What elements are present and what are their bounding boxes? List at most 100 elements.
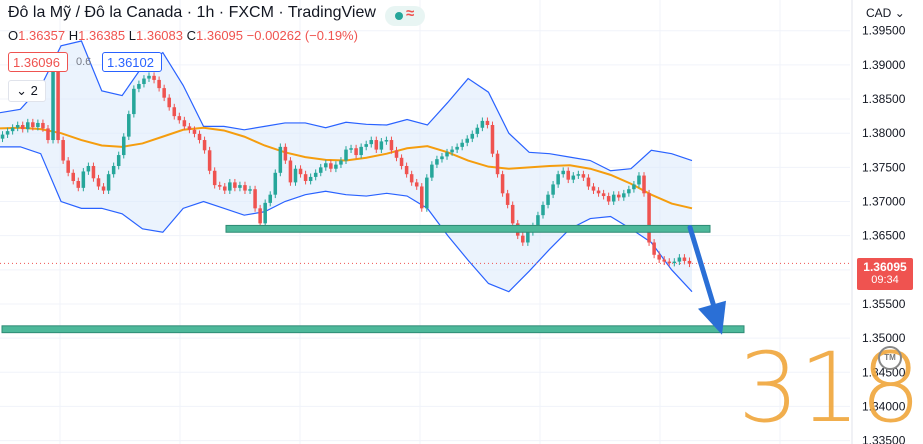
candle-body	[374, 140, 379, 150]
candle-body	[606, 196, 611, 202]
market-status-badge[interactable]: ≈	[385, 5, 425, 26]
candle-body	[127, 114, 131, 137]
close-value: 1.36095	[196, 28, 244, 43]
candle-body	[233, 182, 237, 188]
separator: ·	[186, 4, 193, 21]
candle-body	[76, 181, 81, 188]
candle-body	[445, 152, 449, 157]
candle-body	[142, 78, 146, 85]
candle-body	[324, 163, 328, 168]
open-value: 1.36357	[18, 28, 66, 43]
candle-body	[157, 79, 161, 89]
candle-body	[26, 122, 30, 130]
price-tick-label: 1.39000	[862, 58, 906, 72]
candle-body	[116, 155, 121, 166]
forecast-arrow-shaft	[687, 224, 717, 310]
chevron-down-icon: ⌄	[894, 6, 905, 20]
candle-body	[318, 167, 323, 173]
candle-body	[111, 165, 116, 175]
indicators-toggle[interactable]: ⌄ 2	[8, 80, 46, 102]
candle-body	[450, 149, 454, 153]
candle-body	[561, 170, 565, 175]
forecast-arrow-icon	[698, 300, 726, 335]
candle-body	[132, 88, 136, 115]
candle-body	[591, 186, 596, 191]
candle-body	[485, 120, 490, 126]
candle-body	[101, 186, 106, 191]
candle-body	[288, 160, 293, 183]
candle-body	[394, 150, 399, 158]
price-tick-label: 1.35000	[862, 331, 906, 345]
candle-body	[223, 186, 227, 191]
candle-body	[212, 170, 217, 186]
candle-body	[187, 126, 192, 130]
candle-body	[657, 254, 661, 260]
candle-body	[379, 141, 384, 150]
candle-body	[652, 242, 656, 255]
candle-body	[86, 165, 91, 172]
candle-body	[303, 174, 308, 182]
candle-body	[71, 172, 76, 182]
candle-body	[419, 186, 424, 209]
candle-body	[637, 175, 641, 185]
candle-body	[455, 146, 459, 150]
candle-body	[500, 174, 505, 194]
candle-body	[551, 184, 555, 195]
candle-body	[687, 260, 692, 264]
buy-button[interactable]: 1.36102	[102, 52, 162, 72]
candle-body	[596, 190, 601, 194]
candle-body	[521, 235, 525, 243]
candle-body	[298, 168, 303, 175]
candle-body	[667, 261, 672, 264]
candle-body	[662, 259, 666, 262]
candle-body	[329, 163, 333, 169]
candle-body	[334, 164, 338, 169]
sell-button[interactable]: 1.36096	[8, 52, 68, 72]
low-value: 1.36083	[136, 28, 183, 43]
candle-body	[0, 134, 5, 139]
price-tick-label: 1.38000	[862, 126, 906, 140]
bar-countdown: 09:34	[871, 274, 899, 286]
candle-body	[475, 127, 480, 134]
candle-body	[556, 174, 560, 185]
last-price-tag: 1.36095 09:34	[857, 258, 913, 290]
candle-body	[465, 138, 469, 143]
candle-body	[273, 172, 278, 195]
candle-body	[576, 174, 581, 176]
candle-body	[389, 140, 394, 151]
candle-body	[349, 148, 353, 150]
candle-body	[632, 184, 636, 190]
candle-body	[495, 153, 500, 175]
candle-body	[15, 125, 20, 128]
candle-body	[217, 185, 222, 187]
interval-label[interactable]: 1h	[196, 4, 215, 21]
chart-header: Đô la Mỹ / Đô la Canada · 1h · FXCM · Tr…	[8, 4, 376, 22]
candle-body	[536, 215, 540, 227]
price-tick-label: 1.36500	[862, 229, 906, 243]
candle-body	[627, 189, 631, 194]
candle-body	[682, 257, 687, 261]
currency-selector[interactable]: CAD ⌄	[866, 6, 905, 20]
candle-body	[177, 116, 182, 121]
candle-body	[228, 182, 232, 191]
platform-label: TradingView	[287, 4, 376, 21]
candle-body	[586, 177, 591, 187]
candle-body	[66, 160, 70, 173]
candle-body	[106, 174, 111, 191]
candle-body	[31, 122, 35, 128]
chevron-down-icon: ⌄	[16, 83, 28, 98]
price-tick-label: 1.37000	[862, 195, 906, 209]
candle-body	[672, 261, 677, 264]
price-tick-label: 1.37500	[862, 160, 906, 174]
price-tick-label: 1.35500	[862, 297, 906, 311]
candle-body	[490, 125, 495, 154]
candle-body	[137, 84, 141, 89]
change-value: −0.00262 (−0.19%)	[246, 28, 358, 43]
symbol-title[interactable]: Đô la Mỹ / Đô la Canada	[8, 4, 183, 21]
target-zone	[1, 325, 745, 334]
candle-body	[172, 107, 177, 117]
candle-body	[546, 194, 550, 205]
candle-body	[581, 174, 586, 178]
candle-body	[622, 193, 626, 198]
